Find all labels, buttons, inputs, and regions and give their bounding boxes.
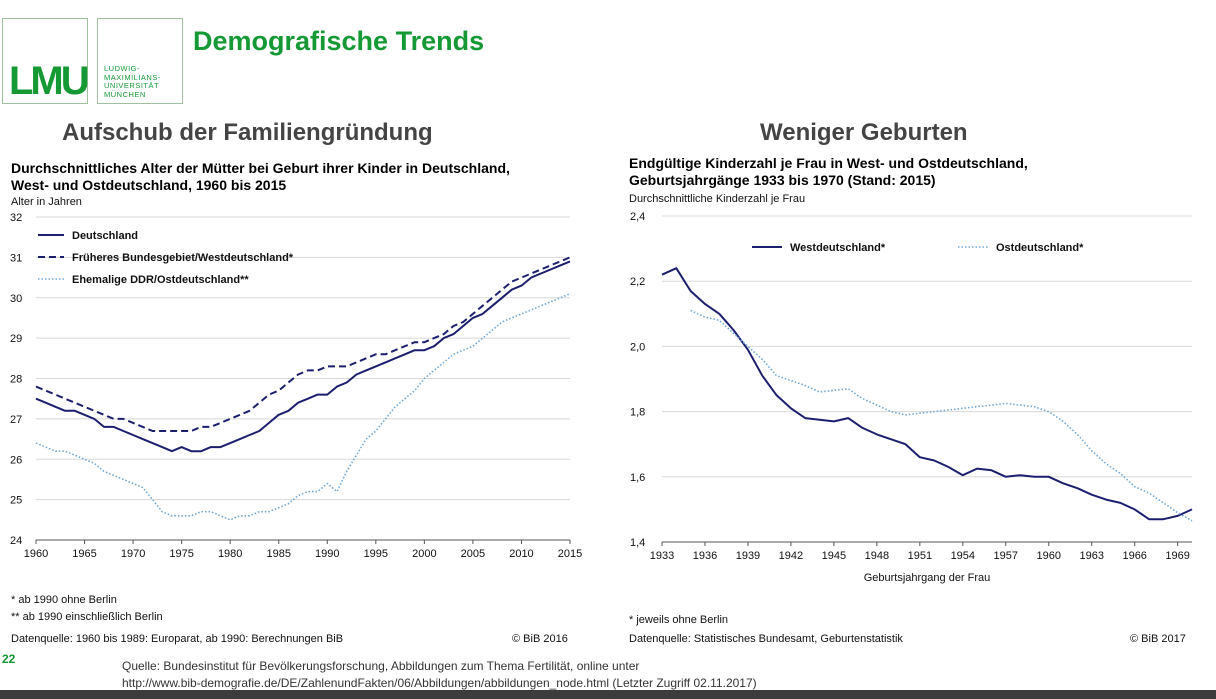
x-tick-label: 1957 [994,550,1018,562]
source-line-1: Quelle: Bundesinstitut für Bevölkerungsf… [122,659,640,673]
x-tick-label: 1948 [865,550,889,562]
x-tick-label: 2000 [412,548,436,560]
legend-label-1: Deutschland [72,230,138,242]
lmu-logo: LMU LUDWIG- MAXIMILIANS- UNIVERSITÄT MÜN… [0,18,186,104]
left-footnote-2: ** ab 1990 einschließlich Berlin [11,611,163,623]
right-chart-title: Endgültige Kinderzahl je Frau in West- u… [629,155,1028,188]
y-tick-label: 2,2 [630,276,645,288]
slide-number: 22 [2,652,16,666]
y-tick-label: 28 [10,374,22,386]
y-tick-label: 32 [10,212,22,224]
right-subtitle: Weniger Geburten [760,119,968,146]
x-tick-label: 1960 [24,548,48,560]
right-y-axis-label: Durchschnittliche Kinderzahl je Frau [629,193,806,205]
x-tick-label: 2005 [461,548,485,560]
legend-label-2: Früheres Bundesgebiet/Westdeutschland* [72,252,294,264]
x-tick-label: 1945 [822,550,846,562]
y-tick-label: 1,6 [630,472,645,484]
x-tick-label: 1939 [736,550,760,562]
source-line-2[interactable]: http://www.bib-demografie.de/DE/Zahlenun… [122,676,757,690]
y-tick-label: 2,0 [630,341,645,353]
left-copyright: © BiB 2016 [512,633,568,645]
x-tick-label: 1970 [121,548,145,560]
right-data-source: Datenquelle: Statistisches Bundesamt, Ge… [629,633,903,645]
right-copyright: © BiB 2017 [1130,633,1186,645]
legend-label-2: Ostdeutschland* [996,242,1084,254]
y-tick-label: 2,4 [630,211,645,223]
lmu-logo-mark: LMU [2,18,90,104]
left-subtitle: Aufschub der Familiengründung [62,119,433,146]
y-tick-label: 27 [10,414,22,426]
x-tick-label: 1965 [72,548,96,560]
series-line-1 [35,260,571,453]
x-tick-label: 2010 [509,548,533,560]
right-footnote-1: * jeweils ohne Berlin [629,614,729,626]
x-tick-label: 1990 [315,548,339,560]
x-tick-label: 1995 [364,548,388,560]
x-tick-label: 1936 [693,550,717,562]
lmu-logo-text: LMU [9,59,90,103]
left-line-chart: 24 25 26 27 28 29 30 31 32 1960 1965 1970 1975 1980 19… [10,212,582,560]
bottom-bar [0,690,1216,699]
x-tick-label: 1966 [1122,550,1146,562]
x-tick-label: 2015 [558,548,582,560]
university-name: LUDWIG- MAXIMILIANS- UNIVERSITÄT MÜNCHEN [104,64,161,99]
left-chart-title: Durchschnittliches Alter der Mütter bei … [11,160,510,193]
y-tick-label: 25 [10,495,22,507]
legend-label-3: Ehemalige DDR/Ostdeutschland** [72,274,249,286]
y-tick-label: 1,4 [630,537,645,549]
left-y-axis-label: Alter in Jahren [11,196,82,208]
series-line-2 [690,309,1193,522]
page-title: Demografische Trends [193,26,485,56]
y-tick-label: 29 [10,333,22,345]
x-tick-label: 1980 [218,548,242,560]
x-tick-label: 1985 [266,548,290,560]
x-tick-label: 1942 [779,550,803,562]
left-data-source: Datenquelle: 1960 bis 1989: Europarat, a… [11,633,344,645]
series-line-3 [35,292,571,521]
x-tick-label: 1954 [951,550,975,562]
left-footnote-1: * ab 1990 ohne Berlin [11,594,117,606]
right-line-chart: 1,4 1,6 1,8 2,0 2,2 2,4 1933 1936 1939 1942 1945 19… [630,211,1193,584]
legend-label-1: Westdeutschland* [790,242,886,254]
y-tick-label: 31 [10,252,22,264]
lmu-logo-wordmark: LUDWIG- MAXIMILIANS- UNIVERSITÄT MÜNCHEN [97,18,183,104]
x-tick-label: 1969 [1165,550,1189,562]
y-tick-label: 30 [10,293,22,305]
y-tick-label: 26 [10,454,22,466]
series-line-1 [661,267,1193,521]
x-tick-label: 1960 [1037,550,1061,562]
x-tick-label: 1963 [1079,550,1103,562]
y-tick-label: 24 [10,535,22,547]
series-line-2 [35,256,571,432]
x-tick-label: 1933 [650,550,674,562]
x-tick-label: 1951 [908,550,932,562]
y-tick-label: 1,8 [630,407,645,419]
x-tick-label: 1975 [169,548,193,560]
x-axis-title: Geburtsjahrgang der Frau [864,572,991,584]
